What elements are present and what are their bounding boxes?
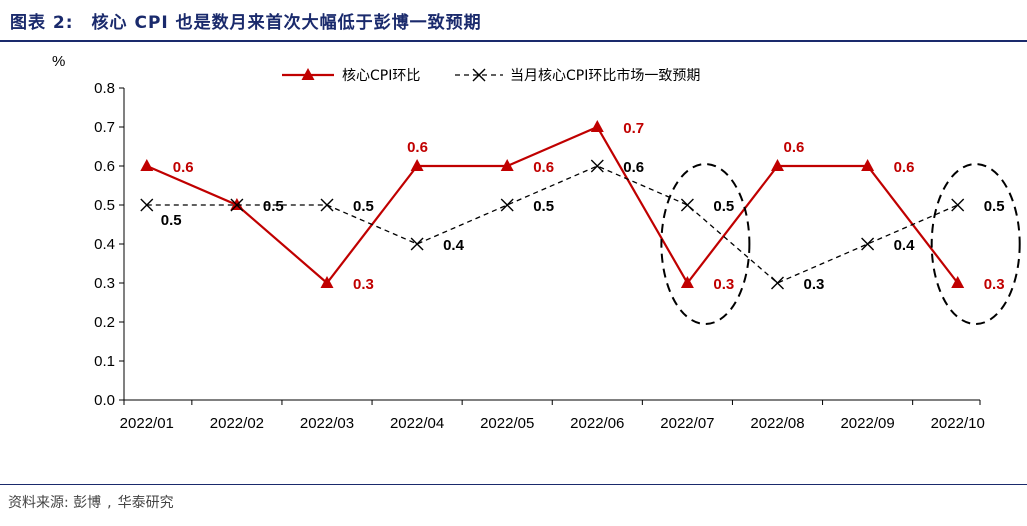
highlight-ellipse [660,163,751,325]
y-tick-label: 0.2 [94,314,115,331]
x-tick-label: 2022/05 [480,415,534,432]
data-label-actual: 0.3 [984,276,1005,293]
marker-expected [140,198,154,212]
y-tick-label: 0.4 [94,236,115,253]
marker-expected [951,198,965,212]
marker-expected-stroke [861,237,875,251]
data-label-expected: 0.5 [713,198,734,215]
data-label-expected: 0.3 [804,276,825,293]
marker-expected-stroke [140,198,154,212]
legend-marker-actual [301,68,315,80]
chart-series [140,120,965,290]
series-line-actual [146,125,959,285]
figure-title: 图表 2: 核心 CPI 也是数月来首次大幅低于彭博一致预期 [10,8,482,33]
marker-actual [140,159,154,171]
data-label-actual: 0.3 [353,276,374,293]
marker-actual [861,159,875,171]
footer-rule [0,484,1027,485]
chart-axes: 0.0 0.1 0.2 0.3 0.4 0.5 0.6 0.7 0.8% 2022/01 2022/… [52,53,985,432]
y-tick-label: 0.5 [94,197,115,214]
marker-expected-stroke [951,198,965,212]
x-tick-label: 2022/10 [931,415,985,432]
legend-label-expected: 当月核心CPI环比市场一致预期 [510,67,700,84]
marker-expected-stroke [680,198,694,212]
source-label: 资料来源: [8,495,69,511]
marker-actual [500,159,514,171]
x-tick-label: 2022/08 [750,415,804,432]
y-tick-label: 0.0 [94,392,115,409]
legend-label-actual: 核心CPI环比 [342,68,420,84]
data-label-actual: 0.6 [407,139,428,156]
chart-legend: 核心CPI环比 当月核心CPI环比市场一致预期 [282,67,700,84]
marker-actual [590,120,604,132]
data-label-expected: 0.5 [984,198,1005,215]
marker-actual [230,198,244,210]
marker-expected [410,237,424,251]
data-label-actual: 0.6 [894,159,915,176]
legend-marker-expected [472,68,486,82]
y-tick-label: 0.1 [94,353,115,370]
source-item-huatai: 华泰研究 [117,495,174,511]
marker-expected [230,198,244,212]
marker-expected [320,198,334,212]
y-tick-label: 0.6 [94,158,115,175]
series-line-expected [146,165,958,284]
x-tick-label: 2022/09 [840,415,894,432]
data-label-expected: 0.6 [623,159,644,176]
header-rule [0,40,1027,42]
source-item-bloomberg: 彭博 [73,495,102,511]
data-label-actual: 0.6 [173,159,194,176]
marker-expected [680,198,694,212]
data-label-expected: 0.5 [263,198,284,215]
marker-expected [590,159,604,173]
marker-expected-stroke [230,198,244,212]
x-tick-label: 2022/04 [390,415,444,432]
marker-expected-stroke [410,237,424,251]
marker-actual [951,276,965,288]
marker-expected [500,198,514,212]
data-label-expected: 0.5 [161,212,182,229]
marker-actual [680,276,694,288]
y-tick-label: 0.7 [94,119,115,136]
line-chart: 0.0 0.1 0.2 0.3 0.4 0.5 0.6 0.7 0.8% 2022/01 2022/… [52,53,1021,432]
data-label-expected: 0.5 [353,198,374,215]
x-tick-label: 2022/07 [660,415,714,432]
x-tick-label: 2022/06 [570,415,624,432]
marker-expected [861,237,875,251]
y-tick-label: 0.8 [94,80,115,97]
marker-expected [771,276,784,290]
highlight-ellipse [930,163,1021,325]
data-label-actual: 0.7 [623,120,644,137]
figure-number: 图表 2: [10,13,74,33]
data-label-expected: 0.4 [443,237,465,254]
x-tick-label: 2022/01 [120,415,174,432]
x-tick-label: 2022/03 [300,415,354,432]
x-tick-label: 2022/02 [210,415,264,432]
marker-expected-stroke [771,276,784,290]
data-label-expected: 0.4 [894,237,916,254]
data-label-actual: 0.3 [713,276,734,293]
data-label-expected: 0.5 [533,198,554,215]
figure-title-text: 核心 CPI 也是数月来首次大幅低于彭博一致预期 [91,13,482,33]
highlight-ellipses [660,163,1021,325]
marker-actual [320,276,334,288]
chart-data-labels: 0.6 0.3 0.6 0.6 0.7 0.3 0.6 0.6 0.3 0.5 0.5 0.5 0.4 0… [161,120,1005,293]
marker-actual [410,159,424,171]
data-label-actual: 0.6 [784,139,805,156]
marker-expected-stroke [320,198,334,212]
source-note: 资料来源: 彭博, 华泰研究 [8,495,174,511]
marker-expected-stroke [590,159,604,173]
marker-actual [771,159,784,171]
marker-expected-stroke [500,198,514,212]
y-axis-unit-label: % [52,53,65,70]
data-label-actual: 0.6 [533,159,554,176]
y-tick-label: 0.3 [94,275,115,292]
